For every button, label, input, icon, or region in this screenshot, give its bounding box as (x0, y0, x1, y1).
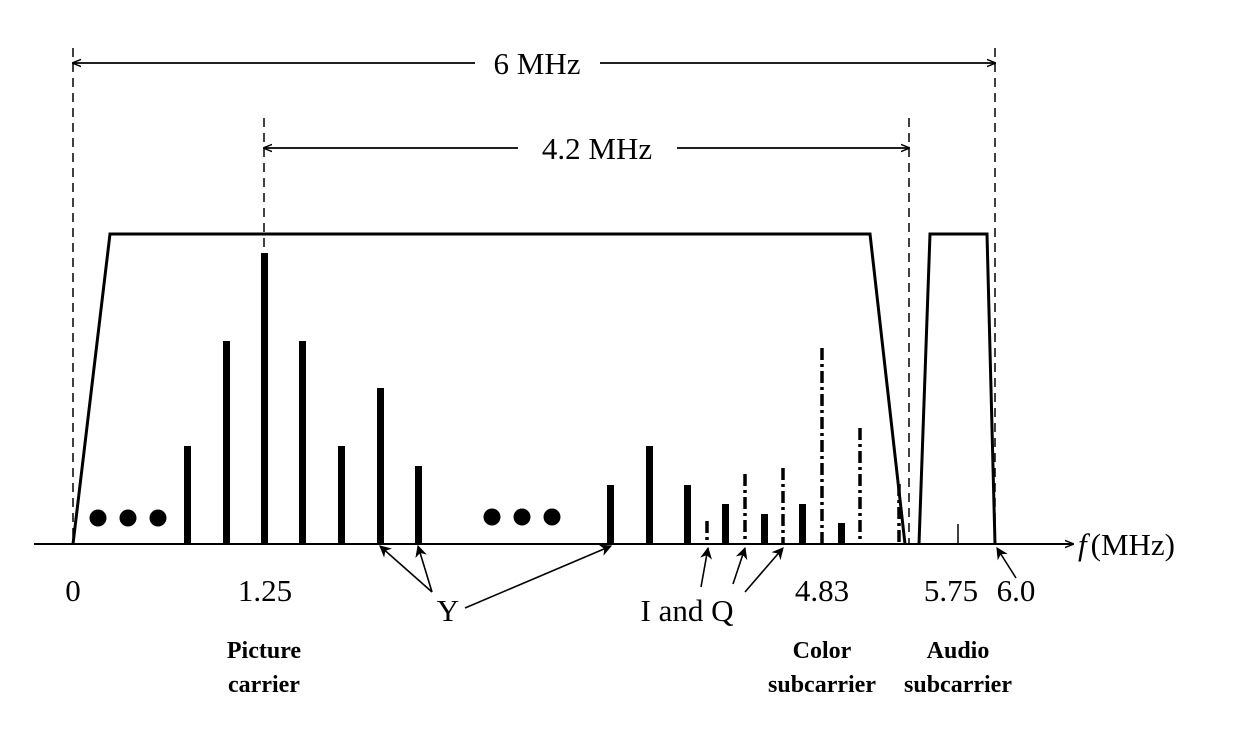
guide-lines (72, 48, 996, 544)
bandwidth-total-label: 6 MHz (494, 46, 581, 81)
tick-label-6-0: 6.0 (997, 573, 1036, 608)
y-line (799, 504, 806, 544)
frequency-axis-label: f (MHz) (1078, 527, 1175, 562)
y-line (184, 446, 191, 544)
video-band-envelope (71, 232, 907, 545)
y-line (607, 485, 614, 544)
bandwidth-video-label: 4.2 MHz (542, 131, 652, 166)
tick-label-1-25: 1.25 (238, 573, 292, 608)
luminance-lines (184, 253, 845, 544)
y-line (646, 446, 653, 544)
iq-pointers (700, 546, 784, 593)
y-line (838, 523, 845, 544)
y-line (722, 504, 729, 544)
picture-carrier-caption-line1: Picture (227, 638, 302, 664)
tick-label-5-75: 5.75 (924, 573, 978, 608)
color-subcarrier-caption-line2: subcarrier (768, 672, 876, 698)
audio-subcarrier-caption-line2: subcarrier (904, 672, 1012, 698)
y-label: Y (437, 593, 459, 628)
y-line (761, 514, 768, 544)
tick-label-4-83: 4.83 (795, 573, 849, 608)
ellipsis-dots-left (89, 509, 167, 527)
chrominance-lines (705, 348, 901, 544)
y-line (415, 466, 422, 544)
y-line (223, 341, 230, 544)
y-line (299, 341, 306, 544)
y-line (377, 388, 384, 544)
y-line (338, 446, 345, 544)
y-line (684, 485, 691, 544)
y-pointers (379, 544, 613, 609)
tick-label-0: 0 (65, 573, 81, 608)
iq-label: I and Q (641, 593, 734, 628)
picture-carrier-caption-line2: carrier (228, 672, 300, 698)
ellipsis-dots-middle (483, 508, 561, 526)
audio-band-envelope (917, 232, 997, 545)
six-mhz-pointer (996, 546, 1017, 579)
audio-subcarrier-caption-line1: Audio (927, 638, 990, 664)
picture-carrier-line (261, 253, 268, 544)
color-subcarrier-caption-line1: Color (793, 638, 852, 664)
